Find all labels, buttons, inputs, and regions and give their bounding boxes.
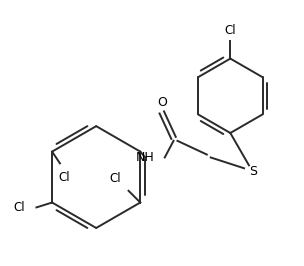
Text: Cl: Cl	[109, 172, 121, 185]
Text: S: S	[249, 165, 257, 178]
Text: O: O	[157, 95, 167, 109]
Text: Cl: Cl	[225, 24, 236, 37]
Text: Cl: Cl	[13, 201, 25, 214]
Text: NH: NH	[136, 151, 155, 164]
Text: Cl: Cl	[58, 171, 70, 184]
